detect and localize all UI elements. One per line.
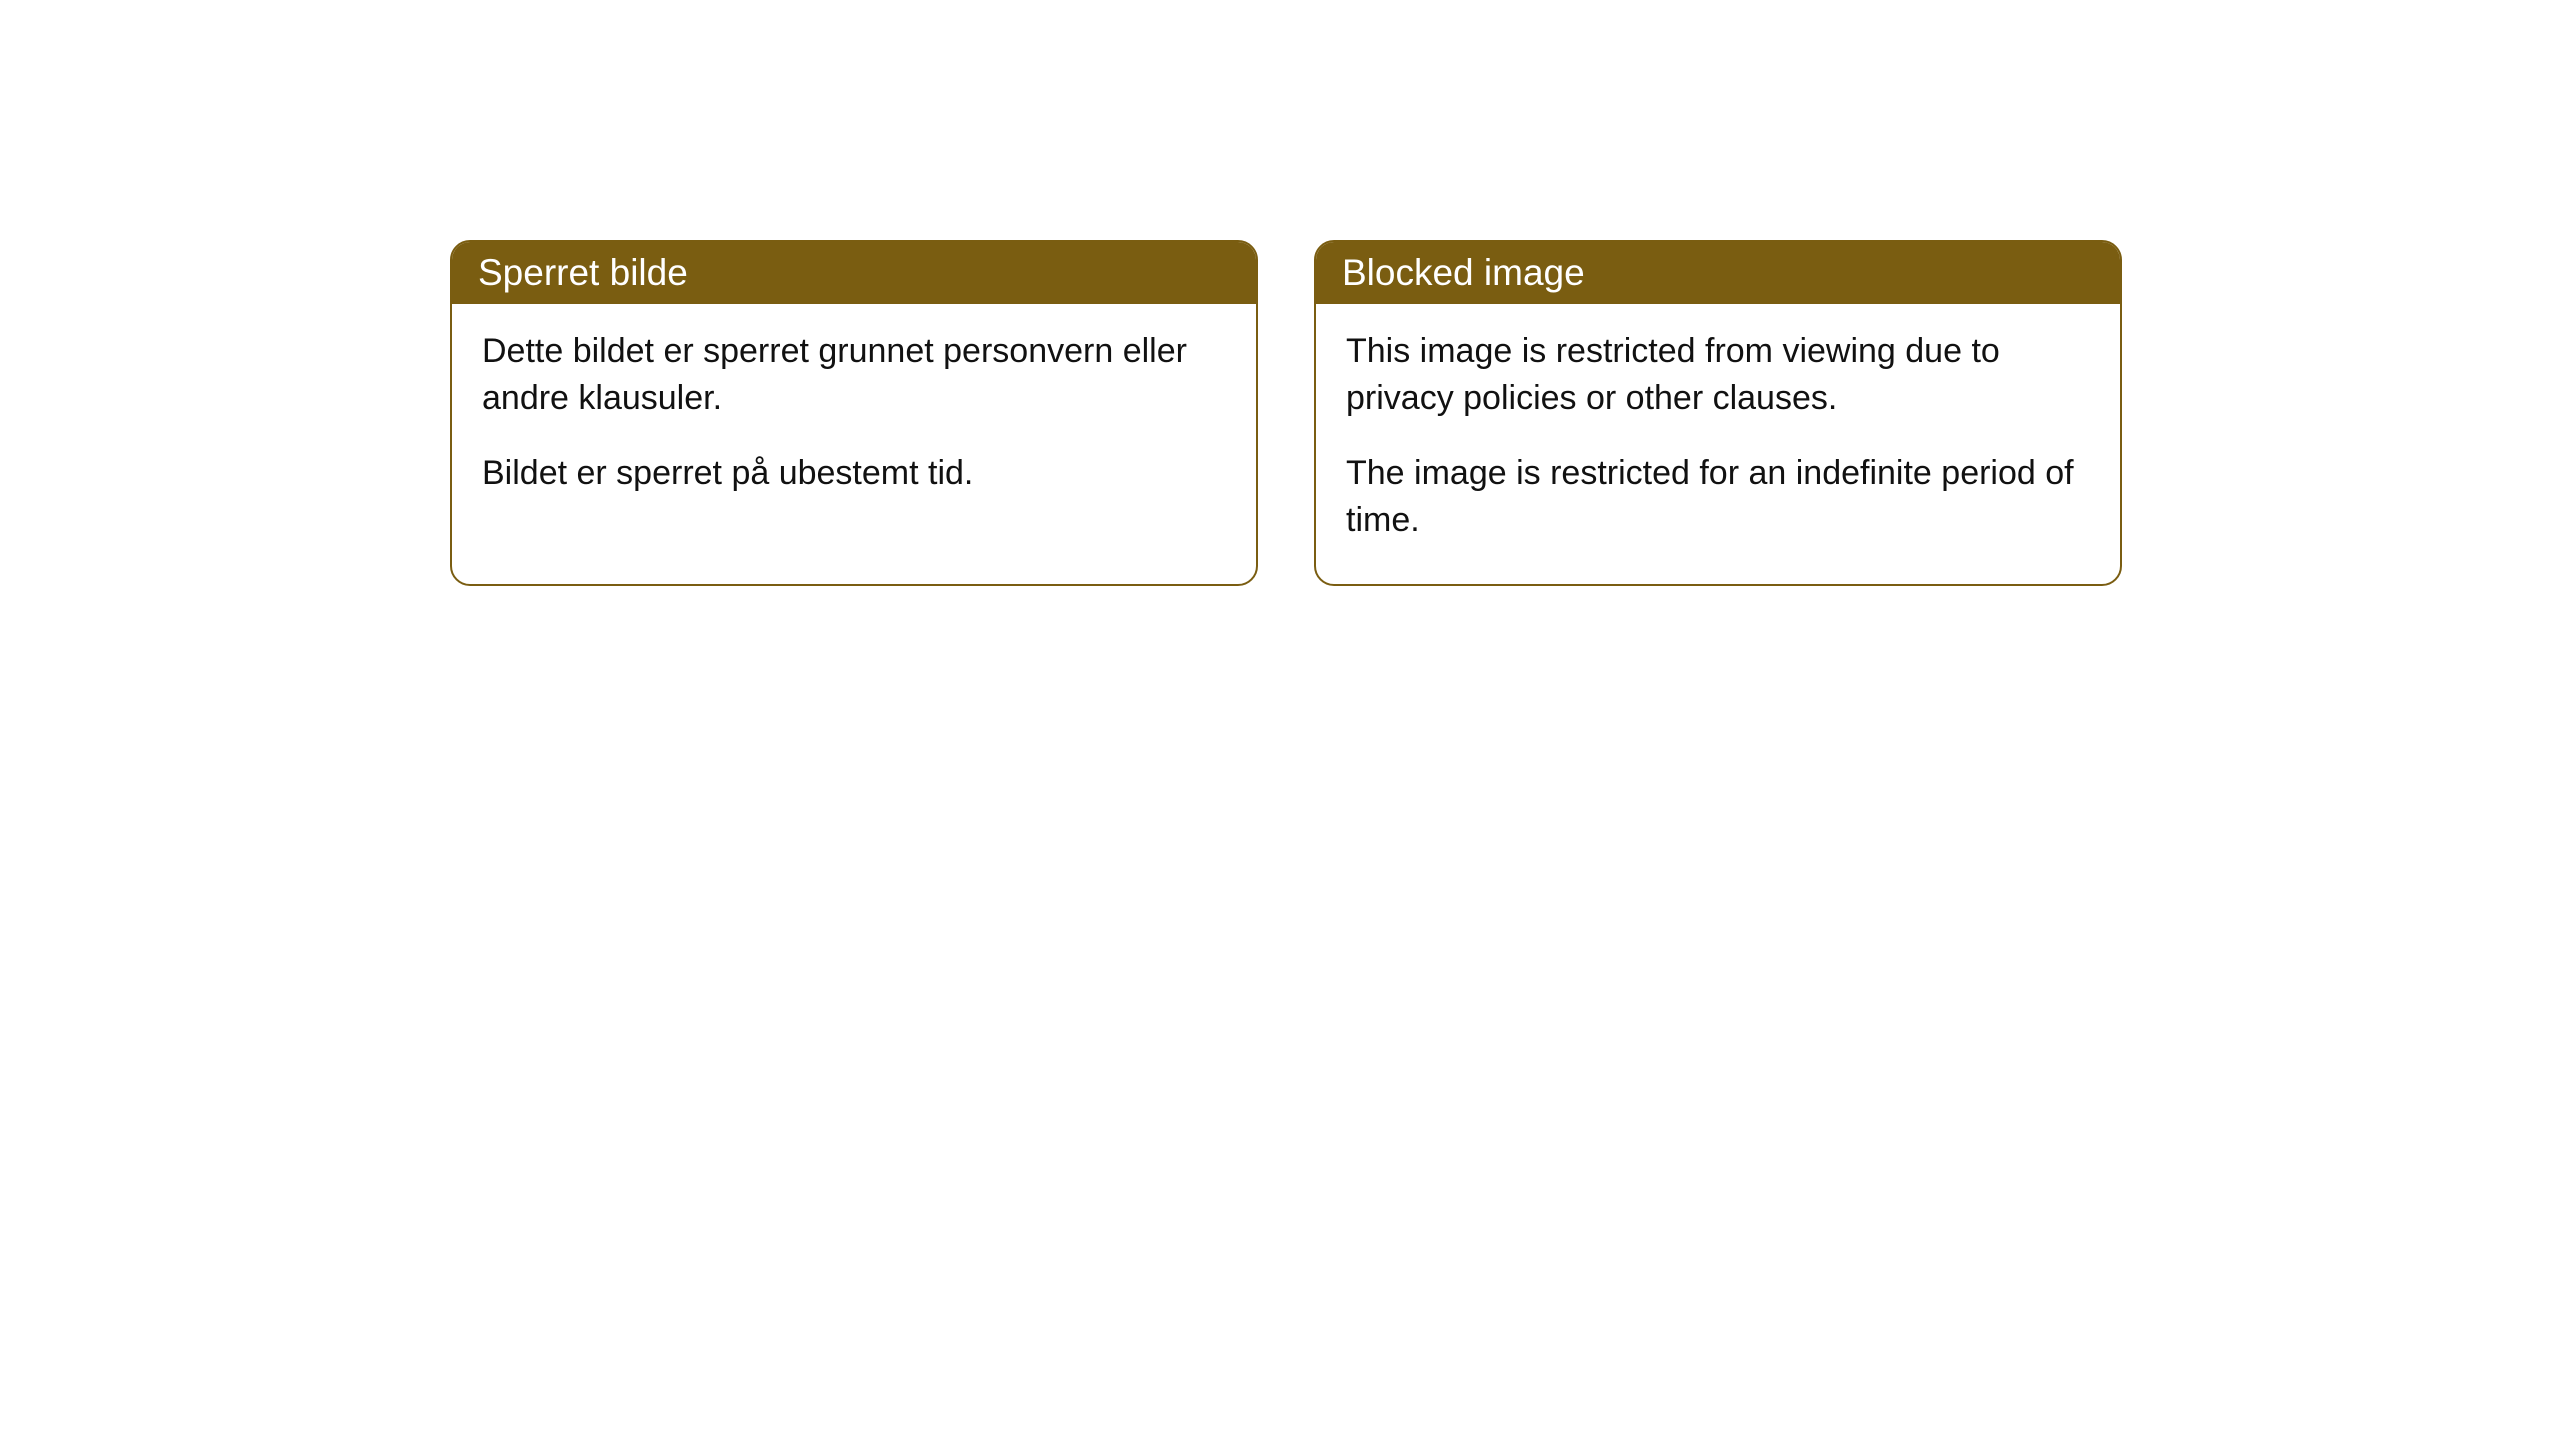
notice-cards-container: Sperret bilde Dette bildet er sperret gr… (450, 240, 2122, 586)
card-title: Blocked image (1342, 252, 1585, 293)
notice-card-norwegian: Sperret bilde Dette bildet er sperret gr… (450, 240, 1258, 586)
card-paragraph: Dette bildet er sperret grunnet personve… (482, 328, 1226, 422)
card-paragraph: This image is restricted from viewing du… (1346, 328, 2090, 422)
card-body: This image is restricted from viewing du… (1316, 304, 2120, 584)
card-title: Sperret bilde (478, 252, 688, 293)
card-paragraph: The image is restricted for an indefinit… (1346, 450, 2090, 544)
notice-card-english: Blocked image This image is restricted f… (1314, 240, 2122, 586)
card-paragraph: Bildet er sperret på ubestemt tid. (482, 450, 1226, 497)
card-header: Blocked image (1316, 242, 2120, 304)
card-header: Sperret bilde (452, 242, 1256, 304)
card-body: Dette bildet er sperret grunnet personve… (452, 304, 1256, 537)
